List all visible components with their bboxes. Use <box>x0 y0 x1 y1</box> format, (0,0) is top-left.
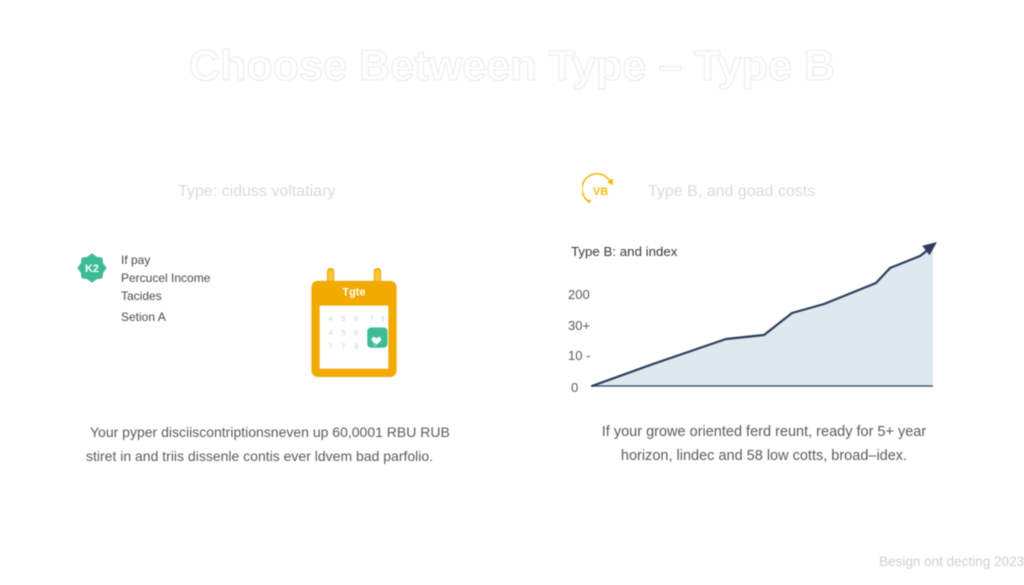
svg-text:6: 6 <box>354 316 358 323</box>
svg-text:9: 9 <box>354 344 358 351</box>
svg-text:4: 4 <box>329 330 333 337</box>
svg-text:K2: K2 <box>85 263 99 275</box>
svg-text:0: 0 <box>571 380 578 395</box>
svg-text:7: 7 <box>370 316 374 323</box>
svg-text:200: 200 <box>568 287 590 302</box>
svg-text:10 -: 10 - <box>568 348 590 363</box>
svg-text:30+: 30+ <box>568 318 590 333</box>
svg-text:VB: VB <box>593 186 608 198</box>
svg-text:Tgte: Tgte <box>342 286 365 298</box>
svg-text:4: 4 <box>329 316 333 323</box>
svg-text:7: 7 <box>342 344 346 351</box>
svg-text:5: 5 <box>342 330 346 337</box>
svg-text:6: 6 <box>354 330 358 337</box>
svg-text:7: 7 <box>329 344 333 351</box>
svg-text:8: 8 <box>381 316 385 323</box>
svg-text:5: 5 <box>342 316 346 323</box>
